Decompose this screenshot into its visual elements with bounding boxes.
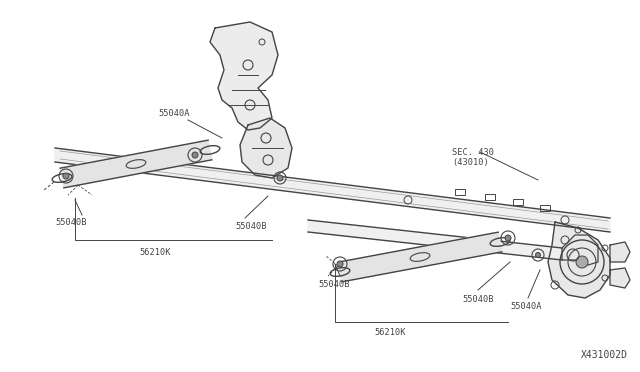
Polygon shape (55, 148, 610, 232)
Polygon shape (60, 140, 212, 188)
Text: 55040B: 55040B (235, 222, 266, 231)
Text: SEC. 430
(43010): SEC. 430 (43010) (452, 148, 494, 167)
Polygon shape (610, 242, 630, 262)
Circle shape (63, 173, 69, 179)
Circle shape (337, 261, 343, 267)
Polygon shape (562, 235, 598, 265)
Text: 56210K: 56210K (374, 328, 406, 337)
Circle shape (576, 256, 588, 268)
Text: 55040A: 55040A (158, 109, 189, 118)
Text: X431002D: X431002D (581, 350, 628, 360)
Polygon shape (338, 232, 502, 282)
Polygon shape (548, 222, 610, 298)
Polygon shape (610, 268, 630, 288)
Text: 56210K: 56210K (140, 248, 171, 257)
Text: 55040B: 55040B (462, 295, 493, 304)
Text: 55040A: 55040A (510, 302, 541, 311)
Circle shape (192, 152, 198, 158)
Polygon shape (210, 22, 278, 130)
Circle shape (505, 235, 511, 241)
Polygon shape (240, 118, 292, 178)
Polygon shape (308, 220, 562, 260)
Text: 55040B: 55040B (55, 218, 86, 227)
Circle shape (536, 253, 541, 257)
Text: 55040B: 55040B (318, 280, 349, 289)
Circle shape (277, 175, 283, 181)
